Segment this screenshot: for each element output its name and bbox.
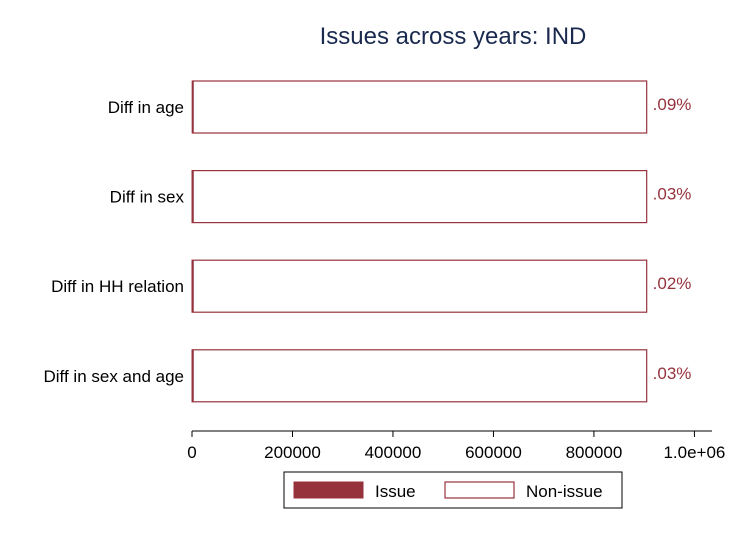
category-label: Diff in sex and age [44, 367, 185, 386]
x-axis: 0 200000 400000 600000 800000 1.0e+06 [187, 430, 725, 462]
category-label: Diff in age [108, 98, 184, 117]
bar-issue [191, 259, 194, 313]
category-labels: Diff in age Diff in sex Diff in HH relatio… [44, 98, 185, 386]
bar-issue [191, 170, 194, 223]
data-label: .02% [653, 274, 692, 293]
x-tick-label: 400000 [365, 443, 422, 462]
category-label: Diff in sex [110, 188, 185, 207]
bar-issue [191, 80, 194, 134]
legend-swatch-issue [293, 481, 364, 499]
bars-layer [191, 80, 648, 403]
bar-non-issue [191, 80, 648, 134]
bar-non-issue [191, 170, 648, 224]
category-label: Diff in HH relation [51, 277, 184, 296]
x-tick-label: 0 [187, 443, 196, 462]
data-labels: .09% .03% .02% .03% [653, 95, 692, 383]
bar-non-issue [191, 349, 648, 403]
legend-swatch-non-issue [444, 481, 515, 499]
x-tick-label: 600000 [465, 443, 522, 462]
x-tick-label: 1.0e+06 [663, 443, 725, 462]
bar-issue [191, 349, 194, 403]
data-label: .03% [653, 364, 692, 383]
legend-label-non-issue: Non-issue [526, 482, 603, 501]
x-tick-label: 200000 [264, 443, 321, 462]
bar-non-issue [191, 259, 648, 313]
chart-title: Issues across years: IND [320, 23, 587, 50]
legend-label-issue: Issue [375, 482, 416, 501]
x-tick-label: 800000 [566, 443, 623, 462]
data-label: .03% [653, 185, 692, 204]
legend: Issue Non-issue [283, 471, 623, 509]
data-label: .09% [653, 95, 692, 114]
